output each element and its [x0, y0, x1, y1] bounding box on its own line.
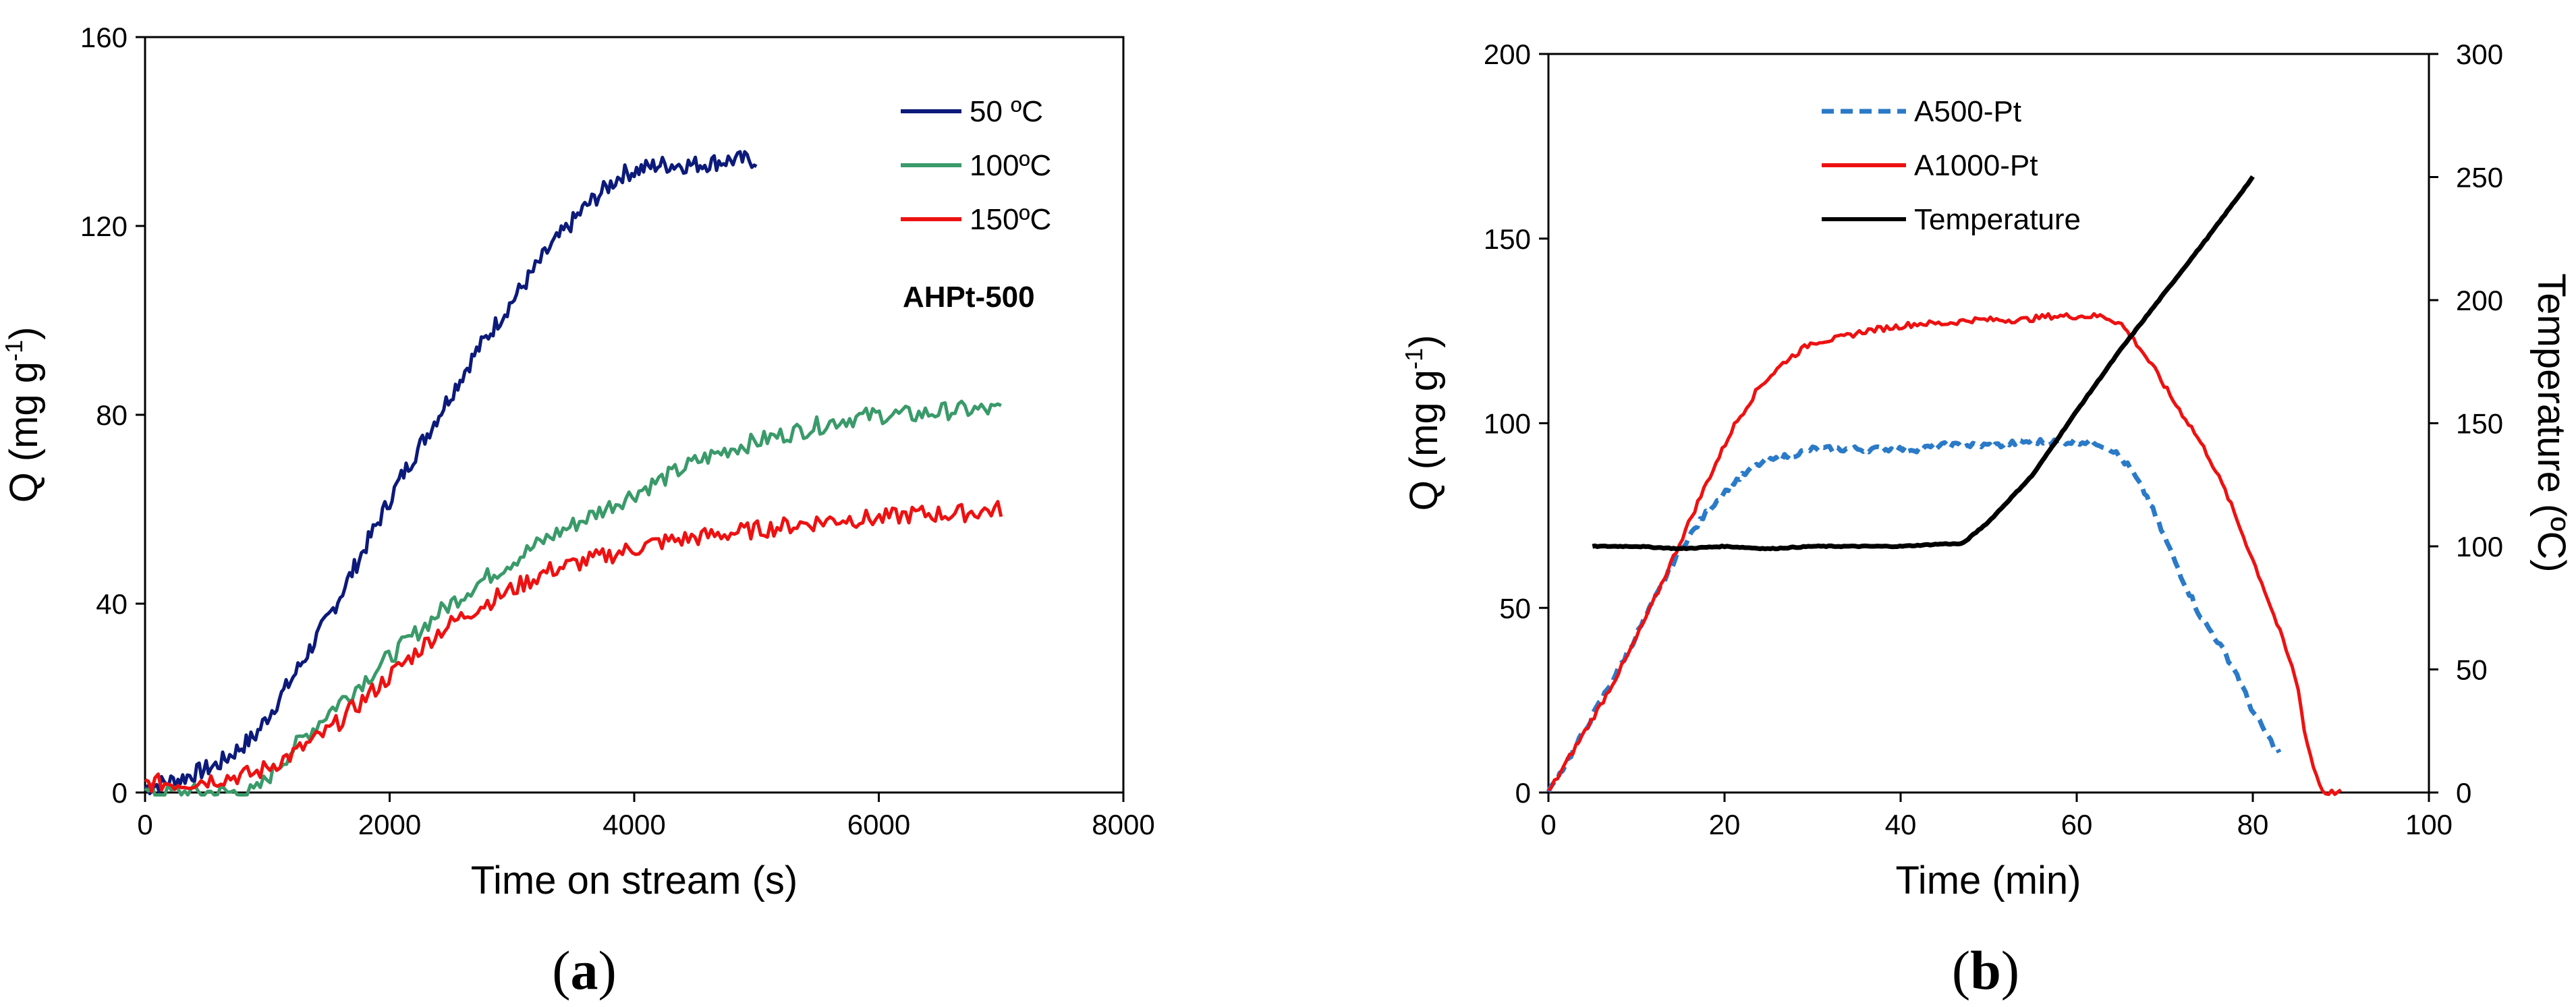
series-line-b-a500-pt [1546, 436, 2282, 793]
series-line-b-temperature [1592, 175, 2255, 552]
y-tick-label-a-40: 40 [96, 588, 128, 620]
y-axis-label-b-end: ) [1402, 335, 1446, 348]
y2-tick-label-b-150: 150 [2456, 408, 2503, 440]
y-axis-label-b: Q (mg g-1) [1400, 335, 1446, 511]
x-tick-label-a-6000: 6000 [847, 809, 910, 840]
axis-ticks-b: 0 20 40 60 80 1000501001502000501001502002503… [1484, 38, 2503, 840]
x-tick-label-a-2000: 2000 [358, 809, 421, 840]
panel-label-b-open: ( [1952, 940, 1970, 1001]
y-tick-label-a-120: 120 [80, 210, 128, 242]
x-tick-label-a-4000: 4000 [603, 809, 665, 840]
y-axis-label-b-main: Q (mg g [1402, 370, 1446, 511]
y-tick-label-a-80: 80 [96, 399, 128, 431]
x-tick-label-b-20: 20 [1709, 809, 1741, 840]
y-tick-label-b-150: 150 [1484, 223, 1531, 255]
series-line-b-a1000-pt [1547, 312, 2342, 797]
y-axis-label-a: Q (mg g-1) [0, 327, 46, 503]
y2-tick-label-b-250: 250 [2456, 162, 2503, 194]
y-tick-label-b-0: 0 [1515, 777, 1531, 809]
y-tick-label-b-50: 50 [1499, 592, 1531, 624]
series-group-b [1546, 175, 2342, 797]
x-tick-label-a-8000: 8000 [1092, 809, 1154, 840]
y2-tick-label-b-300: 300 [2456, 38, 2503, 70]
y2-tick-label-b-0: 0 [2456, 777, 2471, 809]
y-axis-label-a-end: ) [2, 327, 46, 340]
legend-a: 50 ºC 100ºC 150ºC [901, 95, 1051, 236]
x-axis-label-a: Time on stream (s) [471, 859, 797, 902]
x-tick-label-b-0: 0 [1540, 809, 1556, 840]
panel-label-a-close: ) [598, 940, 617, 1001]
panel-label-a-open: ( [552, 940, 570, 1001]
annotation-a: AHPt-500 [903, 281, 1035, 314]
y2-tick-label-b-100: 100 [2456, 531, 2503, 563]
panel-label-a-letter: a [571, 940, 598, 1001]
panel-label-b: (b) [1952, 940, 2019, 1001]
legend-b: A500-Pt A1000-Pt Temperature [1822, 95, 2081, 236]
legend-label-b-temperature: Temperature [1914, 203, 2081, 236]
chart-a: 0 2000 4000 6000 8000 0 40 80 120 160 50 ºC 100ºC 1… [0, 22, 1155, 1001]
legend-label-a-50-c: 50 ºC [970, 95, 1043, 128]
series-line-a-100-c [144, 399, 1002, 797]
y-axis-label-a-main: Q (mg g [2, 362, 46, 503]
y2-tick-label-b-200: 200 [2456, 285, 2503, 316]
x-tick-label-b-60: 60 [2061, 809, 2093, 840]
y-axis-label-a-sup: -1 [0, 340, 28, 362]
legend-label-a-150-c: 150ºC [970, 203, 1051, 236]
y-tick-label-a-160: 160 [80, 22, 128, 53]
x-axis-label-b: Time (min) [1896, 859, 2081, 902]
y2-axis-label-b: Temperature (ºC) [2529, 273, 2573, 572]
x-tick-label-b-100: 100 [2405, 809, 2453, 840]
y-tick-label-b-100: 100 [1484, 408, 1531, 440]
axis-ticks-a: 0 2000 4000 6000 8000 0 40 80 120 160 [80, 22, 1155, 840]
y2-tick-label-b-50: 50 [2456, 654, 2488, 686]
legend-label-a-100-c: 100ºC [970, 149, 1051, 182]
y-tick-label-a-0: 0 [112, 777, 128, 809]
legend-label-b-a500-pt: A500-Pt [1914, 95, 2021, 128]
legend-label-b-a1000-pt: A1000-Pt [1914, 149, 2038, 182]
series-group-a [144, 150, 1003, 797]
x-tick-label-b-40: 40 [1885, 809, 1917, 840]
panel-label-a: (a) [552, 940, 617, 1001]
chart-b: 0 20 40 60 80 1000501001502000501001502002503… [1400, 38, 2573, 1001]
y-tick-label-b-200: 200 [1484, 38, 1531, 70]
x-tick-label-a-0: 0 [137, 809, 152, 840]
series-line-a-50-c [144, 150, 758, 795]
panel-label-b-close: ) [2001, 940, 2019, 1001]
panel-label-b-letter: b [1970, 940, 2001, 1001]
series-line-a-150-c [144, 500, 1003, 793]
y-axis-label-b-sup: -1 [1400, 348, 1428, 370]
x-tick-label-b-80: 80 [2237, 809, 2269, 840]
